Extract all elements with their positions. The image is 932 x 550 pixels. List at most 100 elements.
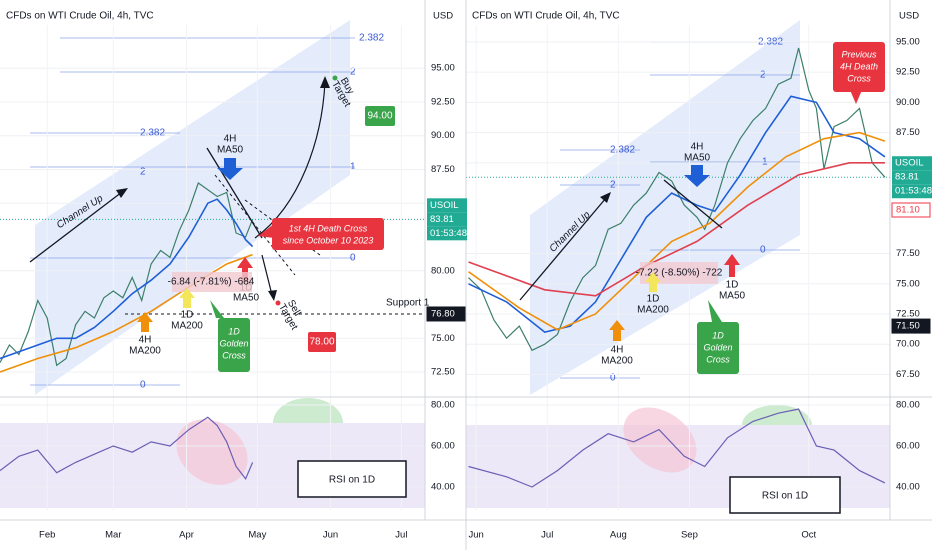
x-tick-label: Aug [610,530,627,541]
plot [0,25,890,510]
arrow [261,254,273,296]
annotation: MA50 [217,145,244,156]
annotation: 4H [139,335,152,346]
annotation: -6.84 (-7.81%) -684 [168,277,255,288]
fib-label: 2.382 [140,128,165,139]
annotation: 1D [712,330,724,340]
annotation: MA200 [171,321,203,332]
fib-label: 2 [350,67,356,78]
fib-label: 1 [350,162,356,173]
y-tick-label: 87.50 [896,127,920,138]
annotation: MA200 [129,346,161,357]
axis-labels: 95.0092.5090.0087.5085.0080.0075.0072.50… [39,36,932,541]
range-box [640,262,718,284]
annotation: Cross [222,350,246,360]
price-tag-label: 01:53:48 [430,228,467,239]
arrow-marker [179,288,195,308]
price-tag-label: USOIL [430,200,459,211]
annotation: 1st 4H Death Cross [289,223,368,233]
trendline [663,179,723,229]
annotation: MA50 [233,293,260,304]
fib-label: 2 [760,70,766,81]
price-marker [891,202,931,218]
ma-line [468,162,885,297]
arrow-head [600,192,611,203]
ma-line [0,253,253,373]
arrow-marker [137,312,153,332]
annotation: Golden [219,338,248,348]
x-tick-label: May [248,530,266,541]
arrow-marker [217,158,243,180]
channel [530,20,800,395]
y-tick-label: 75.00 [896,278,920,289]
price-tag [427,212,467,227]
annotation: Golden [703,342,732,352]
target-price: 78.00 [309,337,334,348]
y-tick-label: 87.50 [431,164,455,175]
price-line [468,47,886,352]
annotation: MA50 [719,291,746,302]
ma-line [0,198,254,360]
annotation: Cross [706,354,730,364]
annotation: MA50 [684,153,711,164]
fib-label: 2.382 [359,33,384,44]
callout-pointer [210,300,224,318]
currency: USD [899,11,919,22]
price-marker-label: 71.50 [896,321,920,332]
y-tick-label: 70.00 [896,339,920,350]
currency: USD [433,11,453,22]
y-tick-label: 60.00 [896,441,920,452]
price-marker [426,306,466,322]
x-tick-label: Jul [395,530,407,541]
fib-label: 2 [610,180,616,191]
rsi-label: RSI on 1D [329,475,375,486]
y-tick-label: 90.00 [431,130,455,141]
arrow [254,81,326,239]
rsi-label: RSI on 1D [762,491,808,502]
callout [697,322,739,374]
annotation: -7.22 (-8.50%) -722 [636,268,723,279]
callout-pointer [708,300,722,322]
callout [833,42,885,92]
annotation: Previous [841,49,877,59]
arrow-marker [645,272,661,292]
fib-label: 2 [140,167,146,178]
price-marker [891,318,931,334]
arrow-head [268,290,277,301]
y-tick-label: 92.50 [896,67,920,78]
x-tick-label: Oct [801,530,816,541]
annotation: MA200 [601,356,633,367]
range-box [172,272,252,292]
fib-label: 0 [760,245,766,256]
annotation: 4H [691,142,704,153]
rsi-highlight [273,398,343,423]
fib-lines [30,37,355,386]
annotation: 1D [181,310,194,321]
price-tag-label: USOIL [895,158,924,169]
callout [218,318,250,372]
target-box [308,332,336,352]
y-tick-label: 40.00 [431,482,455,493]
x-tick-label: Jul [541,530,553,541]
price-marker-label: 81.10 [896,205,920,216]
rsi-box [729,476,841,514]
annotation: Cross [847,73,871,83]
arrow-marker [724,254,740,277]
price-tag-label: 83.81 [430,214,454,225]
y-tick-label: 80.00 [431,399,455,410]
x-tick-label: Feb [39,530,55,541]
arrow-marker [237,257,253,282]
price-tag [892,156,932,171]
fib-label: 0 [610,373,616,384]
callout-pointer [258,224,274,238]
arrow-marker [684,165,710,187]
y-tick-label: 95.00 [431,63,455,74]
price-marker-label: 76.80 [431,308,455,319]
target-box [365,106,395,126]
rsi-highlight [176,419,248,485]
y-tick-label: 77.50 [896,248,920,259]
target-dot [275,300,281,306]
y-tick-label: 72.50 [431,367,455,378]
